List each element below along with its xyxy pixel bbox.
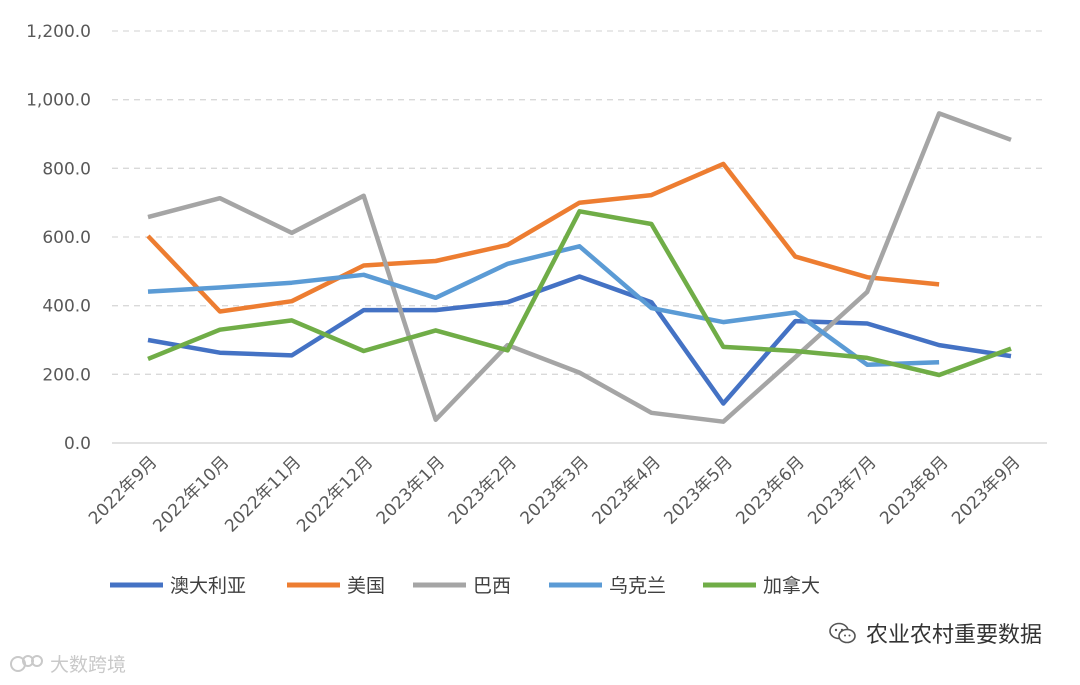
legend-label: 澳大利亚 <box>170 575 246 597</box>
x-tick-label: 2022年11月 <box>221 452 305 536</box>
x-tick-label: 2023年2月 <box>445 452 521 528</box>
x-tick-label: 2022年9月 <box>85 452 161 528</box>
x-tick-label: 2023年9月 <box>948 452 1024 528</box>
x-tick-label: 2023年5月 <box>660 452 736 528</box>
series-line <box>147 209 1012 378</box>
y-tick-label: 0.0 <box>64 434 91 454</box>
series-lines <box>146 111 1012 424</box>
series-line <box>146 161 940 314</box>
x-tick-label: 2023年6月 <box>732 452 808 528</box>
x-tick-label: 2023年8月 <box>876 452 952 528</box>
x-tick-label: 2023年4月 <box>589 452 665 528</box>
source-name: 大数跨境 <box>50 654 127 676</box>
y-tick-label: 400.0 <box>42 297 91 317</box>
wechat-watermark: 农业农村重要数据 <box>828 617 1042 649</box>
wechat-account-name: 农业农村重要数据 <box>865 623 1042 648</box>
legend-label: 巴西 <box>473 575 511 597</box>
series-line <box>147 274 1012 406</box>
series-line <box>147 244 940 367</box>
x-tick-label: 2022年12月 <box>293 452 377 536</box>
x-tick-label: 2022年10月 <box>149 452 233 536</box>
x-tick-label: 2023年1月 <box>373 452 449 528</box>
legend-label: 美国 <box>347 575 385 597</box>
y-tick-label: 1,000.0 <box>26 91 91 111</box>
legend: 澳大利亚 美国 巴西 乌克兰 加拿大 <box>110 574 820 597</box>
x-tick-label: 2023年7月 <box>804 452 880 528</box>
y-tick-label: 800.0 <box>42 159 91 179</box>
y-tick-label: 600.0 <box>42 228 91 248</box>
series-line <box>147 111 1012 424</box>
legend-label: 乌克兰 <box>609 575 666 597</box>
y-tick-label: 1,200.0 <box>26 22 91 42</box>
wechat-icon <box>829 622 856 644</box>
y-tick-label: 200.0 <box>42 365 91 385</box>
logo-icon <box>10 654 43 672</box>
legend-label: 加拿大 <box>763 574 820 597</box>
source-watermark: 大数跨境 <box>10 650 126 677</box>
x-tick-label: 2023年3月 <box>517 452 593 528</box>
